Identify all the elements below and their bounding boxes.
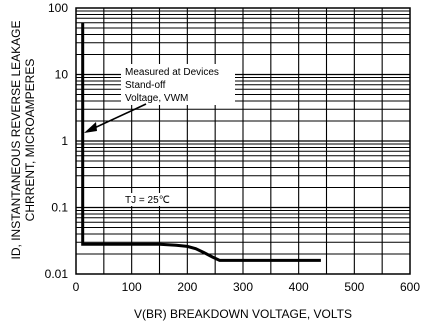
y-axis-label-line-2: CHRRENT, MICROAMPERES (23, 59, 37, 222)
y-tick-label: 0.01 (45, 267, 69, 281)
x-tick-label: 300 (233, 280, 253, 294)
y-tick-labels: 0.01 0.1 1 10 100 (45, 1, 69, 281)
callout-line-1: Measured at Devices (125, 67, 219, 78)
grid-lines (76, 8, 410, 274)
callout-arrow-shaft (89, 103, 147, 131)
x-tick-label: 600 (400, 280, 420, 294)
temperature-box (123, 193, 185, 206)
temperature-label: TJ = 25℃ (125, 195, 170, 206)
x-tick-label: 500 (344, 280, 364, 294)
x-tick-labels: 0 100 200 300 400 500 600 (73, 280, 421, 294)
x-tick-label: 0 (73, 280, 80, 294)
temperature-annotation: TJ = 25℃ (123, 193, 185, 206)
y-tick-label: 10 (55, 68, 69, 82)
y-axis-label-line-1: ID, INSTANTANEOUS REVERSE LEAKAGE (9, 21, 23, 260)
plot-frame (75, 7, 411, 275)
callout-annotation: Measured at Devices Stand-off Voltage, V… (84, 64, 235, 133)
x-tick-label: 100 (122, 280, 142, 294)
callout-arrow-head (84, 122, 97, 133)
x-axis-label: V(BR) BREAKDOWN VOLTAGE, VOLTS (134, 307, 352, 321)
y-tick-label: 1 (61, 134, 68, 148)
leakage-curve-series (81, 22, 321, 262)
callout-line-3: Voltage, VWM (125, 93, 188, 104)
y-tick-label: 100 (48, 1, 68, 15)
y-tick-label: 0.1 (51, 201, 68, 215)
callout-box (121, 64, 235, 105)
callout-line-2: Stand-off (125, 80, 166, 91)
y-axis-label: ID, INSTANTANEOUS REVERSE LEAKAGE CHRREN… (9, 21, 37, 260)
x-tick-label: 400 (289, 280, 309, 294)
x-tick-label: 200 (177, 280, 197, 294)
